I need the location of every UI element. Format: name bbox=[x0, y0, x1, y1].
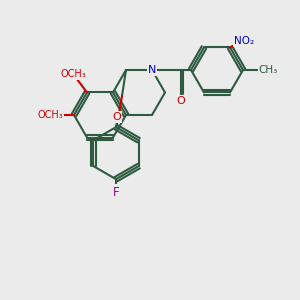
Text: OCH₃: OCH₃ bbox=[38, 110, 64, 120]
Text: F: F bbox=[113, 186, 119, 199]
Text: N: N bbox=[148, 65, 156, 75]
Text: OCH₃: OCH₃ bbox=[60, 69, 86, 79]
Text: O: O bbox=[112, 112, 122, 122]
Text: NO₂: NO₂ bbox=[234, 37, 254, 46]
Text: O: O bbox=[176, 96, 185, 106]
Text: CH₃: CH₃ bbox=[259, 65, 278, 75]
